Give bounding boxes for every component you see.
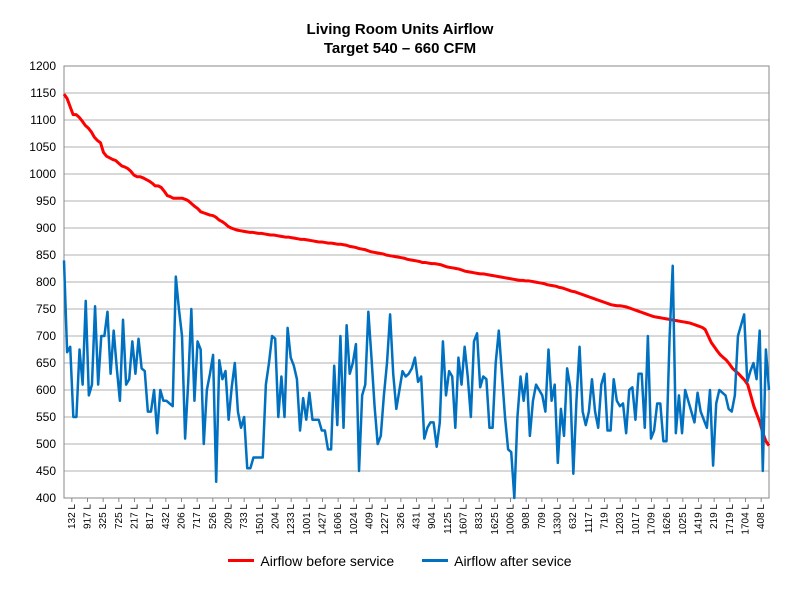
y-tick-label: 650 xyxy=(36,356,56,370)
x-tick-label: 1704 L xyxy=(741,504,752,535)
x-tick-label: 1025 L xyxy=(678,504,689,535)
legend-swatch-after xyxy=(422,559,449,562)
x-tick-label: 219 L xyxy=(709,504,720,529)
x-tick-label: 1606 L xyxy=(333,504,344,535)
x-tick-label: 1330 L xyxy=(553,504,564,535)
x-tick-label: 1203 L xyxy=(615,504,626,535)
y-tick-label: 1200 xyxy=(29,59,56,73)
y-tick-label: 1100 xyxy=(30,113,56,127)
x-tick-label: 817 L xyxy=(145,504,156,529)
x-tick-label: 1001 L xyxy=(302,504,313,535)
x-tick-label: 326 L xyxy=(396,504,407,529)
chart-subtitle: Target 540 – 660 CFM xyxy=(323,40,477,57)
y-tick-label: 400 xyxy=(36,491,56,505)
series-layer xyxy=(62,93,771,500)
x-tick-label: 1419 L xyxy=(694,504,705,535)
y-tick-label: 900 xyxy=(36,221,56,235)
x-tick-label: 204 L xyxy=(271,504,282,529)
x-tick-label: 717 L xyxy=(192,504,203,529)
x-tick-label: 1006 L xyxy=(506,504,517,535)
y-tick-label: 950 xyxy=(36,194,56,208)
y-tick-label: 500 xyxy=(36,437,56,451)
x-tick-label: 904 L xyxy=(427,504,438,529)
y-tick-label: 600 xyxy=(36,383,56,397)
x-tick-label: 1024 L xyxy=(349,504,360,535)
x-tick-label: 1625 L xyxy=(490,504,501,535)
chart-title-block: Living Room Units Airflow Target 540 – 6… xyxy=(0,20,800,58)
y-tick-label: 1050 xyxy=(29,140,56,154)
y-tick-label: 550 xyxy=(36,410,56,424)
series-line-before xyxy=(62,93,771,447)
x-tick-label: 1607 L xyxy=(459,504,470,535)
x-tick-label: 632 L xyxy=(568,504,579,529)
x-tick-label: 908 L xyxy=(521,504,532,529)
chart-title: Living Room Units Airflow xyxy=(306,21,494,38)
y-tick-label: 800 xyxy=(36,275,56,289)
x-tick-label: 209 L xyxy=(224,504,235,529)
x-tick-label: 733 L xyxy=(239,504,250,529)
x-tick-label: 833 L xyxy=(474,504,485,529)
series-line-after xyxy=(62,260,771,500)
legend-label-before: Airflow before service xyxy=(260,552,395,569)
x-tick-label: 217 L xyxy=(130,504,141,529)
x-tick-label: 206 L xyxy=(177,504,188,529)
y-tick-label: 850 xyxy=(36,248,56,262)
x-tick-label: 917 L xyxy=(83,504,94,529)
x-tick-label: 1709 L xyxy=(647,504,658,535)
legend-item-before: Airflow before service xyxy=(228,553,394,569)
x-tick-label: 432 L xyxy=(161,504,172,529)
legend-item-after: Airflow after sevice xyxy=(422,552,572,569)
x-tick-label: 431 L xyxy=(412,504,423,529)
x-tick-label: 1017 L xyxy=(631,504,642,535)
legend-label-after: Airflow after sevice xyxy=(454,552,572,569)
x-tick-label: 325 L xyxy=(98,504,109,529)
x-tick-label: 1117 L xyxy=(584,504,595,534)
grid-layer xyxy=(64,65,769,499)
x-tick-label: 409 L xyxy=(365,504,376,529)
x-tick-label: 132 L xyxy=(67,504,78,529)
x-tick-label: 1233 L xyxy=(286,504,297,535)
y-tick-label: 1150 xyxy=(30,86,56,100)
x-tick-label: 1125 L xyxy=(443,504,454,534)
x-tick-label: 709 L xyxy=(537,504,548,529)
x-tick-label: 526 L xyxy=(208,504,219,529)
y-tick-label: 1000 xyxy=(29,167,56,181)
y-tick-label: 450 xyxy=(36,464,56,478)
chart-legend: Airflow before service Airflow after sev… xyxy=(0,549,800,569)
legend-swatch-before xyxy=(228,559,255,562)
x-tick-label: 719 L xyxy=(600,504,611,529)
x-tick-label: 1227 L xyxy=(380,504,391,535)
y-tick-label: 750 xyxy=(36,302,56,316)
y-tick-label: 700 xyxy=(36,329,56,343)
x-tick-label: 1427 L xyxy=(318,504,329,535)
x-tick-label: 408 L xyxy=(756,504,767,529)
x-tick-label: 1501 L xyxy=(255,504,266,535)
x-tick-label: 725 L xyxy=(114,504,125,529)
x-tick-label: 1626 L xyxy=(662,504,673,535)
x-tick-label: 1719 L xyxy=(725,504,736,535)
axis-layer: 400 450 500 550 600 650 700 750 800 850 900 950 1000… xyxy=(29,59,770,535)
